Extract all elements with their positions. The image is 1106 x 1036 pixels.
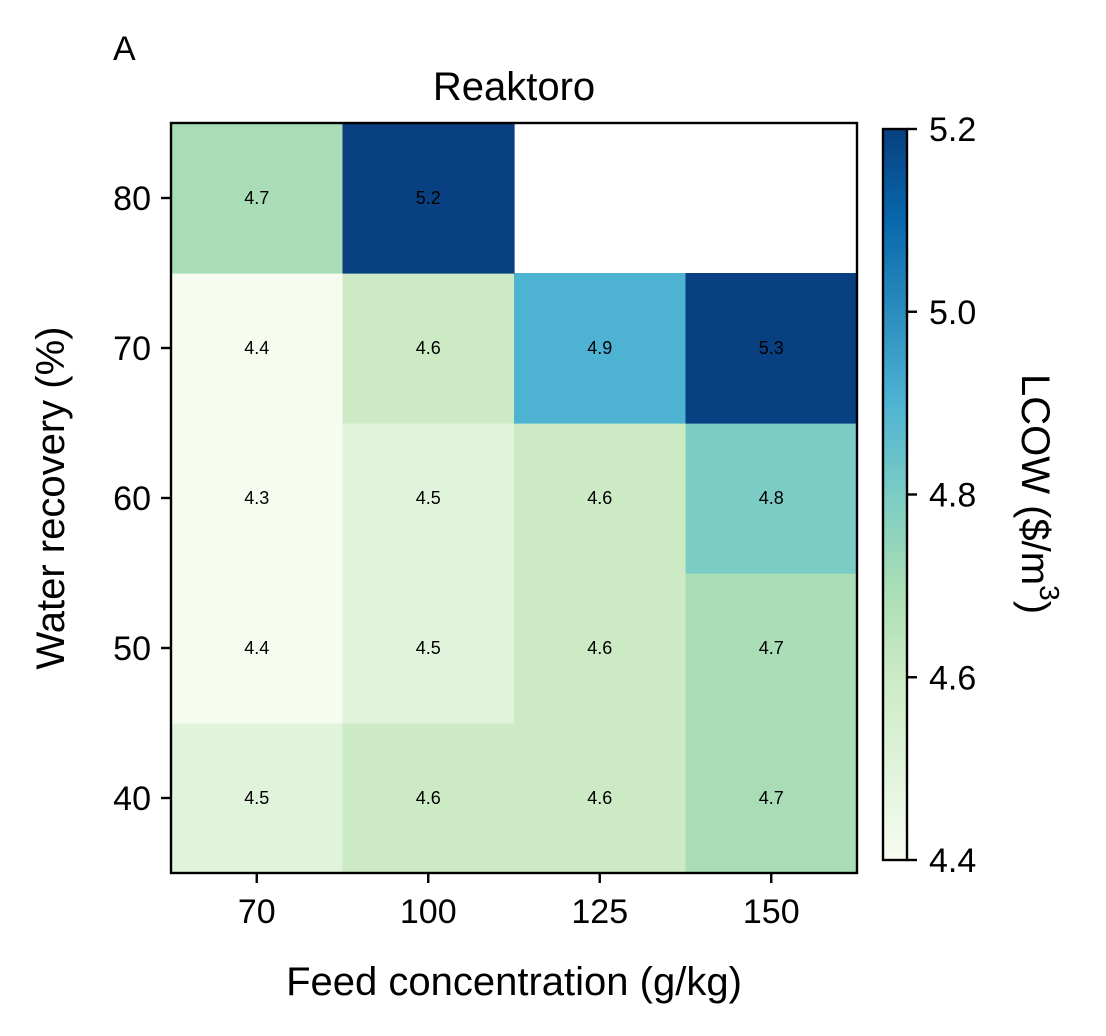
heatmap-cells	[171, 123, 858, 874]
heatmap-cell	[514, 423, 687, 574]
cell-value-label: 4.7	[244, 188, 269, 208]
colorbar-tick-label: 4.4	[929, 842, 976, 880]
y-tick-label: 50	[113, 630, 151, 668]
heatmap-cell	[514, 273, 687, 424]
cell-value-label: 4.6	[587, 638, 612, 658]
cell-value-labels: 4.5 4.6 4.6 4.7 4.4 4.5 4.6 4.7 4.3 4.5 4.6 4.8 4.4 4…	[244, 188, 784, 808]
cell-value-label: 4.6	[416, 338, 441, 358]
colorbar-tick-label: 5.0	[929, 294, 976, 332]
x-tick-label: 70	[238, 893, 276, 931]
x-axis-label: Feed concentration (g/kg)	[286, 960, 742, 1004]
cell-value-label: 5.2	[416, 188, 441, 208]
x-tick-label: 125	[571, 893, 628, 931]
cell-value-label: 4.5	[244, 788, 269, 808]
y-axis-label: Water recovery (%)	[29, 326, 73, 669]
cell-value-label: 4.6	[587, 488, 612, 508]
cell-value-label: 4.4	[244, 638, 269, 658]
colorbar-label-main: LCOW ($/m	[1013, 374, 1057, 585]
heatmap-cell	[342, 273, 515, 424]
colorbar-tick-label: 4.6	[929, 659, 976, 697]
heatmap-cell	[685, 723, 858, 874]
heatmap-cell	[171, 423, 344, 574]
cell-value-label: 4.7	[759, 788, 784, 808]
panel-label: A	[113, 30, 136, 68]
cell-value-label: 4.4	[244, 338, 269, 358]
heatmap-cell	[171, 273, 344, 424]
x-tick-label: 100	[400, 893, 457, 931]
colorbar-tick-label: 5.2	[929, 111, 976, 149]
heatmap-cell	[342, 573, 515, 724]
colorbar	[881, 127, 909, 862]
y-axis-ticks: 40 50 60 70 80	[113, 180, 171, 818]
x-axis-ticks: 70 100 125 150	[238, 873, 800, 931]
heatmap-cell	[171, 723, 344, 874]
colorbar-label-superscript: 3	[1034, 585, 1065, 601]
chart-title: Reaktoro	[433, 65, 595, 109]
heatmap-cell	[685, 423, 858, 574]
x-tick-label: 150	[743, 893, 800, 931]
colorbar-tick-label: 4.8	[929, 477, 976, 515]
heatmap-cell	[342, 723, 515, 874]
cell-value-label: 5.3	[759, 338, 784, 358]
y-tick-label: 80	[113, 180, 151, 218]
heatmap-cell	[342, 423, 515, 574]
cell-value-label: 4.7	[759, 638, 784, 658]
heatmap-cell	[685, 573, 858, 724]
cell-value-label: 4.6	[587, 788, 612, 808]
y-tick-label: 60	[113, 480, 151, 518]
heatmap-cell	[171, 123, 344, 274]
y-tick-label: 70	[113, 330, 151, 368]
colorbar-ticks: 4.4 4.6 4.8 5.0 5.2	[907, 111, 976, 880]
heatmap-cell	[514, 573, 687, 724]
cell-value-label: 4.3	[244, 488, 269, 508]
colorbar-label-end: )	[1013, 601, 1057, 614]
colorbar-label: LCOW ($/m3)	[1013, 374, 1065, 614]
cell-value-label: 4.5	[416, 638, 441, 658]
cell-value-label: 4.6	[416, 788, 441, 808]
heatmap-cell	[685, 273, 858, 424]
cell-value-label: 4.5	[416, 488, 441, 508]
heatmap-cell	[342, 123, 515, 274]
heatmap-cell	[171, 573, 344, 724]
y-tick-label: 40	[113, 780, 151, 818]
cell-value-label: 4.9	[587, 338, 612, 358]
cell-value-label: 4.8	[759, 488, 784, 508]
heatmap-cell	[514, 723, 687, 874]
